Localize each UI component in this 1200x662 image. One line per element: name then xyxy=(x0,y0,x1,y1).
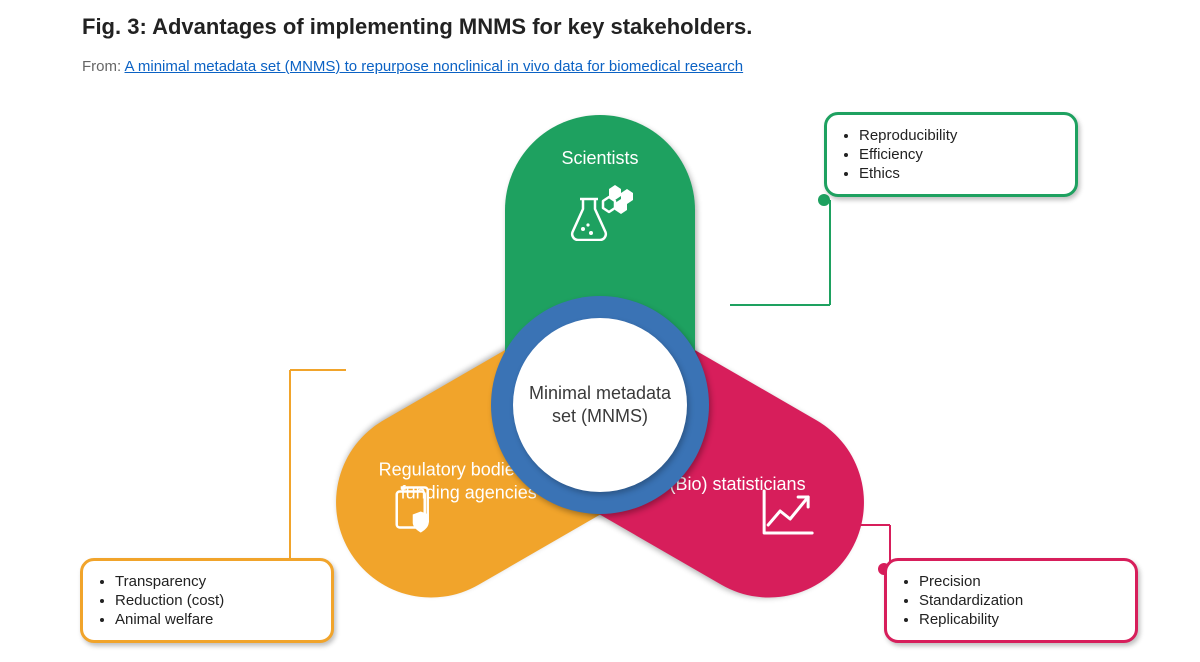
callout-item: Reduction (cost) xyxy=(115,592,313,609)
callout-item: Replicability xyxy=(919,611,1117,628)
callout-regulatory: Transparency Reduction (cost) Animal welfa… xyxy=(80,558,334,643)
callout-item: Efficiency xyxy=(859,146,1057,163)
callout-statisticians: Precision Standardization Replicability xyxy=(884,558,1138,643)
callout-item: Transparency xyxy=(115,573,313,590)
figure-source: From: A minimal metadata set (MNMS) to r… xyxy=(82,58,743,75)
callout-item: Reproducibility xyxy=(859,127,1057,144)
callout-item: Precision xyxy=(919,573,1117,590)
hub-ring: Minimal metadata set (MNMS) xyxy=(491,296,709,514)
from-prefix: From: xyxy=(82,58,125,75)
callout-item: Ethics xyxy=(859,165,1057,182)
petal-scientists-label: Scientists xyxy=(505,147,695,170)
callout-item: Standardization xyxy=(919,592,1117,609)
figure-title: Fig. 3: Advantages of implementing MNMS … xyxy=(82,14,752,40)
callout-scientists: Reproducibility Efficiency Ethics xyxy=(824,112,1078,197)
hub-label: Minimal metadata set (MNMS) xyxy=(513,318,687,492)
source-link[interactable]: A minimal metadata set (MNMS) to repurpo… xyxy=(125,58,744,75)
callout-item: Animal welfare xyxy=(115,611,313,628)
flask-hex-icon xyxy=(505,181,695,241)
diagram-stage: Regulatory bodies and funding agencies (… xyxy=(0,80,1200,662)
